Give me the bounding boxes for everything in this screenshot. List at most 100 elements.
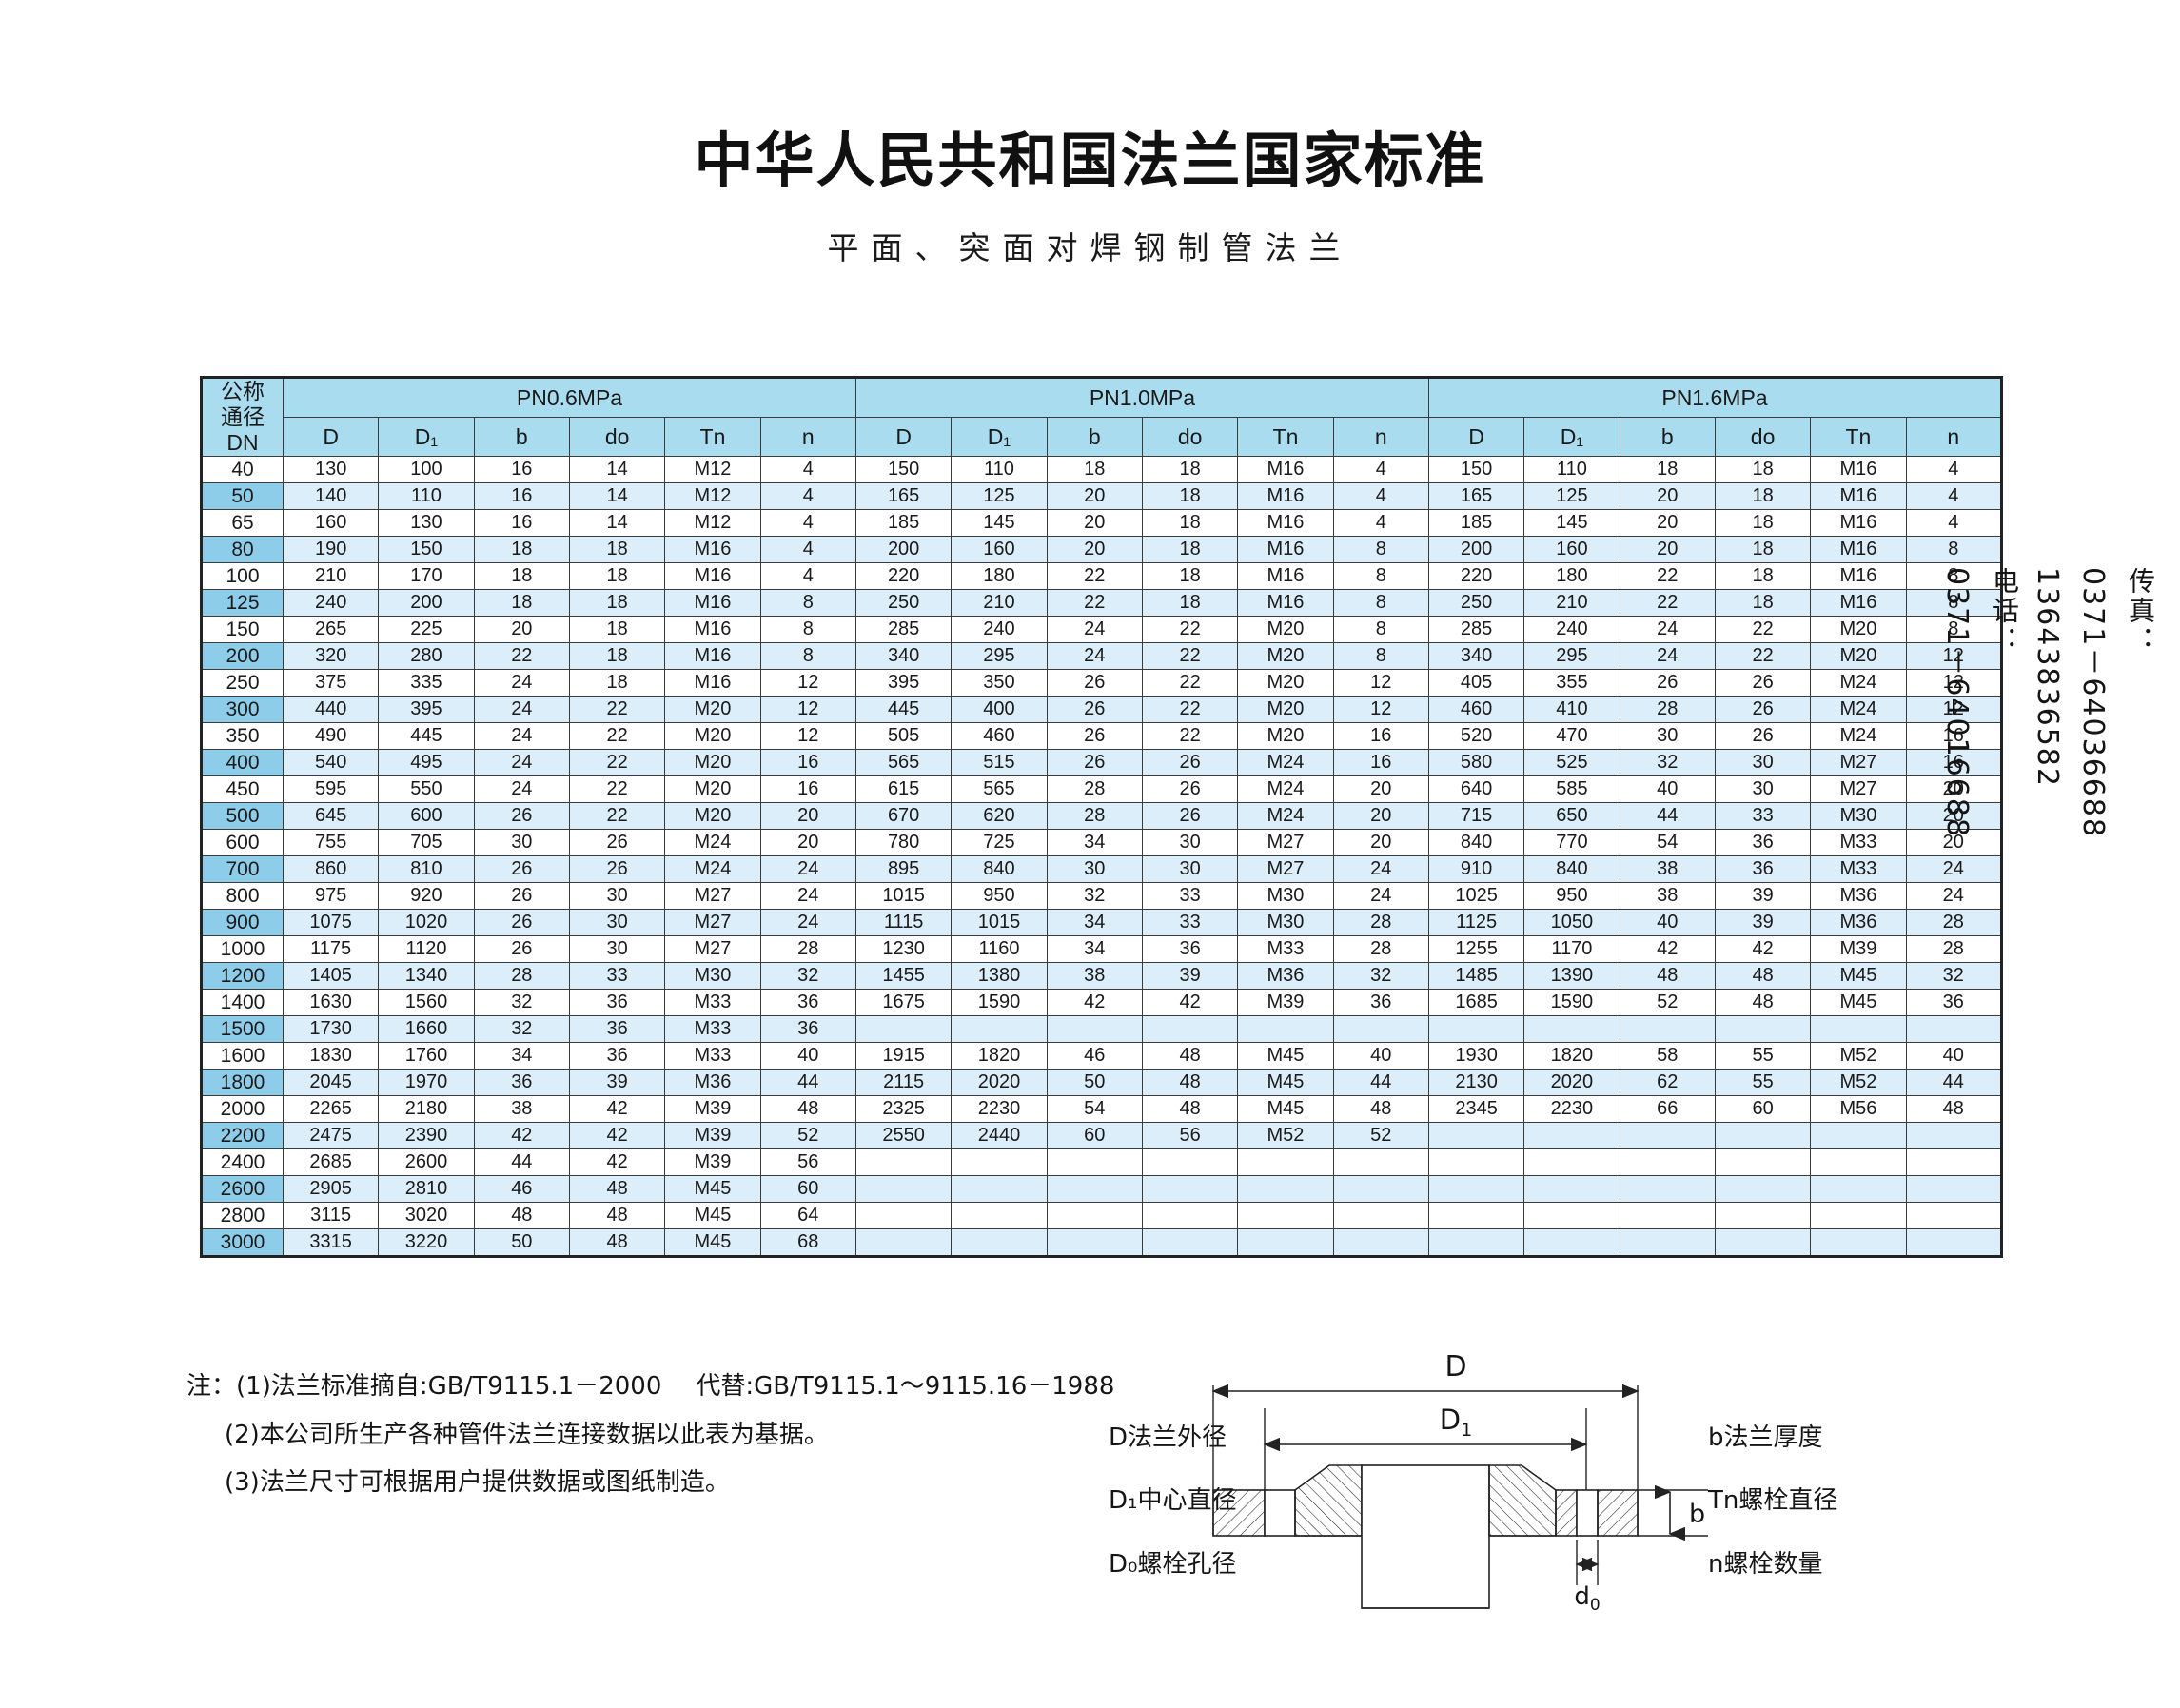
cell-pn10-d1 bbox=[951, 1202, 1048, 1229]
cell-pn16-d: 200 bbox=[1427, 536, 1525, 563]
cell-pn06-n: 4 bbox=[759, 562, 856, 590]
cell-pn16-do: 18 bbox=[1714, 509, 1812, 537]
cell-pn06-tn: M33 bbox=[664, 1015, 761, 1043]
cell-pn16-d: 520 bbox=[1427, 722, 1525, 750]
cell-pn16-b bbox=[1619, 1148, 1716, 1176]
cell-pn10-n: 20 bbox=[1332, 802, 1429, 830]
cell-pn16-n: 28 bbox=[1905, 935, 2003, 963]
cell-pn10-b: 20 bbox=[1046, 536, 1143, 563]
cell-pn06-tn: M27 bbox=[664, 882, 761, 910]
cell-pn06-d1: 1660 bbox=[378, 1015, 475, 1043]
cell-pn16-d1: 240 bbox=[1523, 616, 1620, 643]
cell-pn16-d1: 125 bbox=[1523, 482, 1620, 510]
cell-pn06-do: 26 bbox=[568, 829, 666, 856]
cell-pn06-b: 18 bbox=[473, 536, 570, 563]
cell-pn06-n: 36 bbox=[759, 989, 856, 1016]
cell-pn10-d1: 160 bbox=[951, 536, 1048, 563]
cell-pn06-n: 52 bbox=[759, 1122, 856, 1149]
cell-pn10-b bbox=[1046, 1175, 1143, 1203]
cell-pn06-tn: M39 bbox=[664, 1122, 761, 1149]
cell-pn16-d: 2130 bbox=[1427, 1069, 1525, 1096]
cell-pn16-n: 8 bbox=[1905, 616, 2003, 643]
cell-pn16-d: 150 bbox=[1427, 456, 1525, 483]
cell-pn06-d1: 170 bbox=[378, 562, 475, 590]
table-row: 500 645 600 26 22 M20 20 670 620 28 26 M24 20 715 650 4… bbox=[201, 802, 2003, 830]
dim-label-D: D bbox=[1444, 1350, 1466, 1384]
cell-pn16-n bbox=[1905, 1202, 2003, 1229]
cell-pn06-d1: 335 bbox=[378, 669, 475, 697]
cell-pn10-d1: 515 bbox=[951, 749, 1048, 776]
cell-pn06-d: 130 bbox=[282, 456, 380, 483]
cell-dn: 800 bbox=[201, 882, 284, 910]
cell-pn16-do: 39 bbox=[1714, 909, 1812, 936]
cell-pn16-d1: 180 bbox=[1523, 562, 1620, 590]
cell-pn10-d: 2115 bbox=[854, 1069, 953, 1096]
cell-pn10-d1 bbox=[951, 1175, 1048, 1203]
cell-pn06-d: 375 bbox=[282, 669, 380, 697]
cell-pn16-do: 26 bbox=[1714, 669, 1812, 697]
cell-pn10-d: 895 bbox=[854, 855, 953, 883]
cell-pn06-d1: 1560 bbox=[378, 989, 475, 1016]
cell-pn10-b: 34 bbox=[1046, 829, 1143, 856]
cell-pn10-n: 28 bbox=[1332, 909, 1429, 936]
cell-pn06-tn: M16 bbox=[664, 642, 761, 670]
cell-pn10-tn: M16 bbox=[1237, 482, 1334, 510]
cell-pn10-do: 26 bbox=[1141, 749, 1239, 776]
cell-pn10-d1: 1160 bbox=[951, 935, 1048, 963]
cell-pn16-d1 bbox=[1523, 1175, 1620, 1203]
cell-pn06-d: 1730 bbox=[282, 1015, 380, 1043]
note-1-text-a: (1)法兰标准摘自:GB/T9115.1－2000 bbox=[236, 1372, 662, 1401]
cell-pn16-tn: M16 bbox=[1810, 562, 1907, 590]
cell-pn10-do: 48 bbox=[1141, 1042, 1239, 1070]
cell-pn10-d: 505 bbox=[854, 722, 953, 750]
cell-pn10-b: 26 bbox=[1046, 722, 1143, 750]
cell-pn16-tn: M33 bbox=[1810, 855, 1907, 883]
cell-pn16-d: 165 bbox=[1427, 482, 1525, 510]
cell-pn16-d1: 1820 bbox=[1523, 1042, 1620, 1070]
cell-dn: 65 bbox=[201, 509, 284, 537]
cell-pn10-b: 34 bbox=[1046, 909, 1143, 936]
cell-dn: 1500 bbox=[201, 1015, 284, 1043]
cell-pn16-b: 26 bbox=[1619, 669, 1716, 697]
cell-pn06-b: 42 bbox=[473, 1122, 570, 1149]
table-row: 100 210 170 18 18 M16 4 220 180 22 18 M16 8 220 180 22 1… bbox=[201, 562, 2003, 590]
cell-pn06-b: 32 bbox=[473, 1015, 570, 1043]
legend-n: n螺栓数量 bbox=[1708, 1549, 1823, 1579]
table-row: 400 540 495 24 22 M20 16 565 515 26 26 M24 16 580 525 3… bbox=[201, 749, 2003, 776]
cell-pn06-do: 18 bbox=[568, 562, 666, 590]
cell-pn16-do: 55 bbox=[1714, 1042, 1812, 1070]
cell-pn16-do bbox=[1714, 1148, 1812, 1176]
cell-dn: 200 bbox=[201, 642, 284, 670]
cell-pn06-do: 18 bbox=[568, 669, 666, 697]
cell-pn10-b: 20 bbox=[1046, 482, 1143, 510]
cell-pn06-tn: M45 bbox=[664, 1228, 761, 1257]
cell-pn06-tn: M33 bbox=[664, 989, 761, 1016]
cell-pn16-d: 715 bbox=[1427, 802, 1525, 830]
cell-pn16-n: 24 bbox=[1905, 855, 2003, 883]
cell-pn06-d1: 110 bbox=[378, 482, 475, 510]
cell-pn06-d: 3315 bbox=[282, 1228, 380, 1257]
cell-pn06-n: 4 bbox=[759, 456, 856, 483]
table-row: 150 265 225 20 18 M16 8 285 240 24 22 M20 8 285 240 24 2… bbox=[201, 616, 2003, 643]
cell-pn06-do: 36 bbox=[568, 1015, 666, 1043]
cell-pn10-b: 24 bbox=[1046, 642, 1143, 670]
cell-pn10-n: 20 bbox=[1332, 775, 1429, 803]
cell-pn10-tn: M27 bbox=[1237, 855, 1334, 883]
cell-pn16-do bbox=[1714, 1228, 1812, 1257]
cell-pn06-do: 22 bbox=[568, 749, 666, 776]
cell-pn10-d1: 1015 bbox=[951, 909, 1048, 936]
cell-pn06-d: 240 bbox=[282, 589, 380, 617]
cell-pn06-n: 16 bbox=[759, 775, 856, 803]
cell-pn06-d: 190 bbox=[282, 536, 380, 563]
cell-pn10-do: 33 bbox=[1141, 909, 1239, 936]
cell-pn10-d: 445 bbox=[854, 696, 953, 723]
cell-pn06-b: 24 bbox=[473, 722, 570, 750]
cell-dn: 2800 bbox=[201, 1202, 284, 1229]
cell-pn10-b: 20 bbox=[1046, 509, 1143, 537]
cell-pn10-b: 50 bbox=[1046, 1069, 1143, 1096]
cell-pn10-n: 36 bbox=[1332, 989, 1429, 1016]
cell-pn16-n: 36 bbox=[1905, 989, 2003, 1016]
cell-pn06-n: 40 bbox=[759, 1042, 856, 1070]
cell-pn06-d: 540 bbox=[282, 749, 380, 776]
header-group-pn10: PN1.0MPa bbox=[854, 376, 1429, 419]
